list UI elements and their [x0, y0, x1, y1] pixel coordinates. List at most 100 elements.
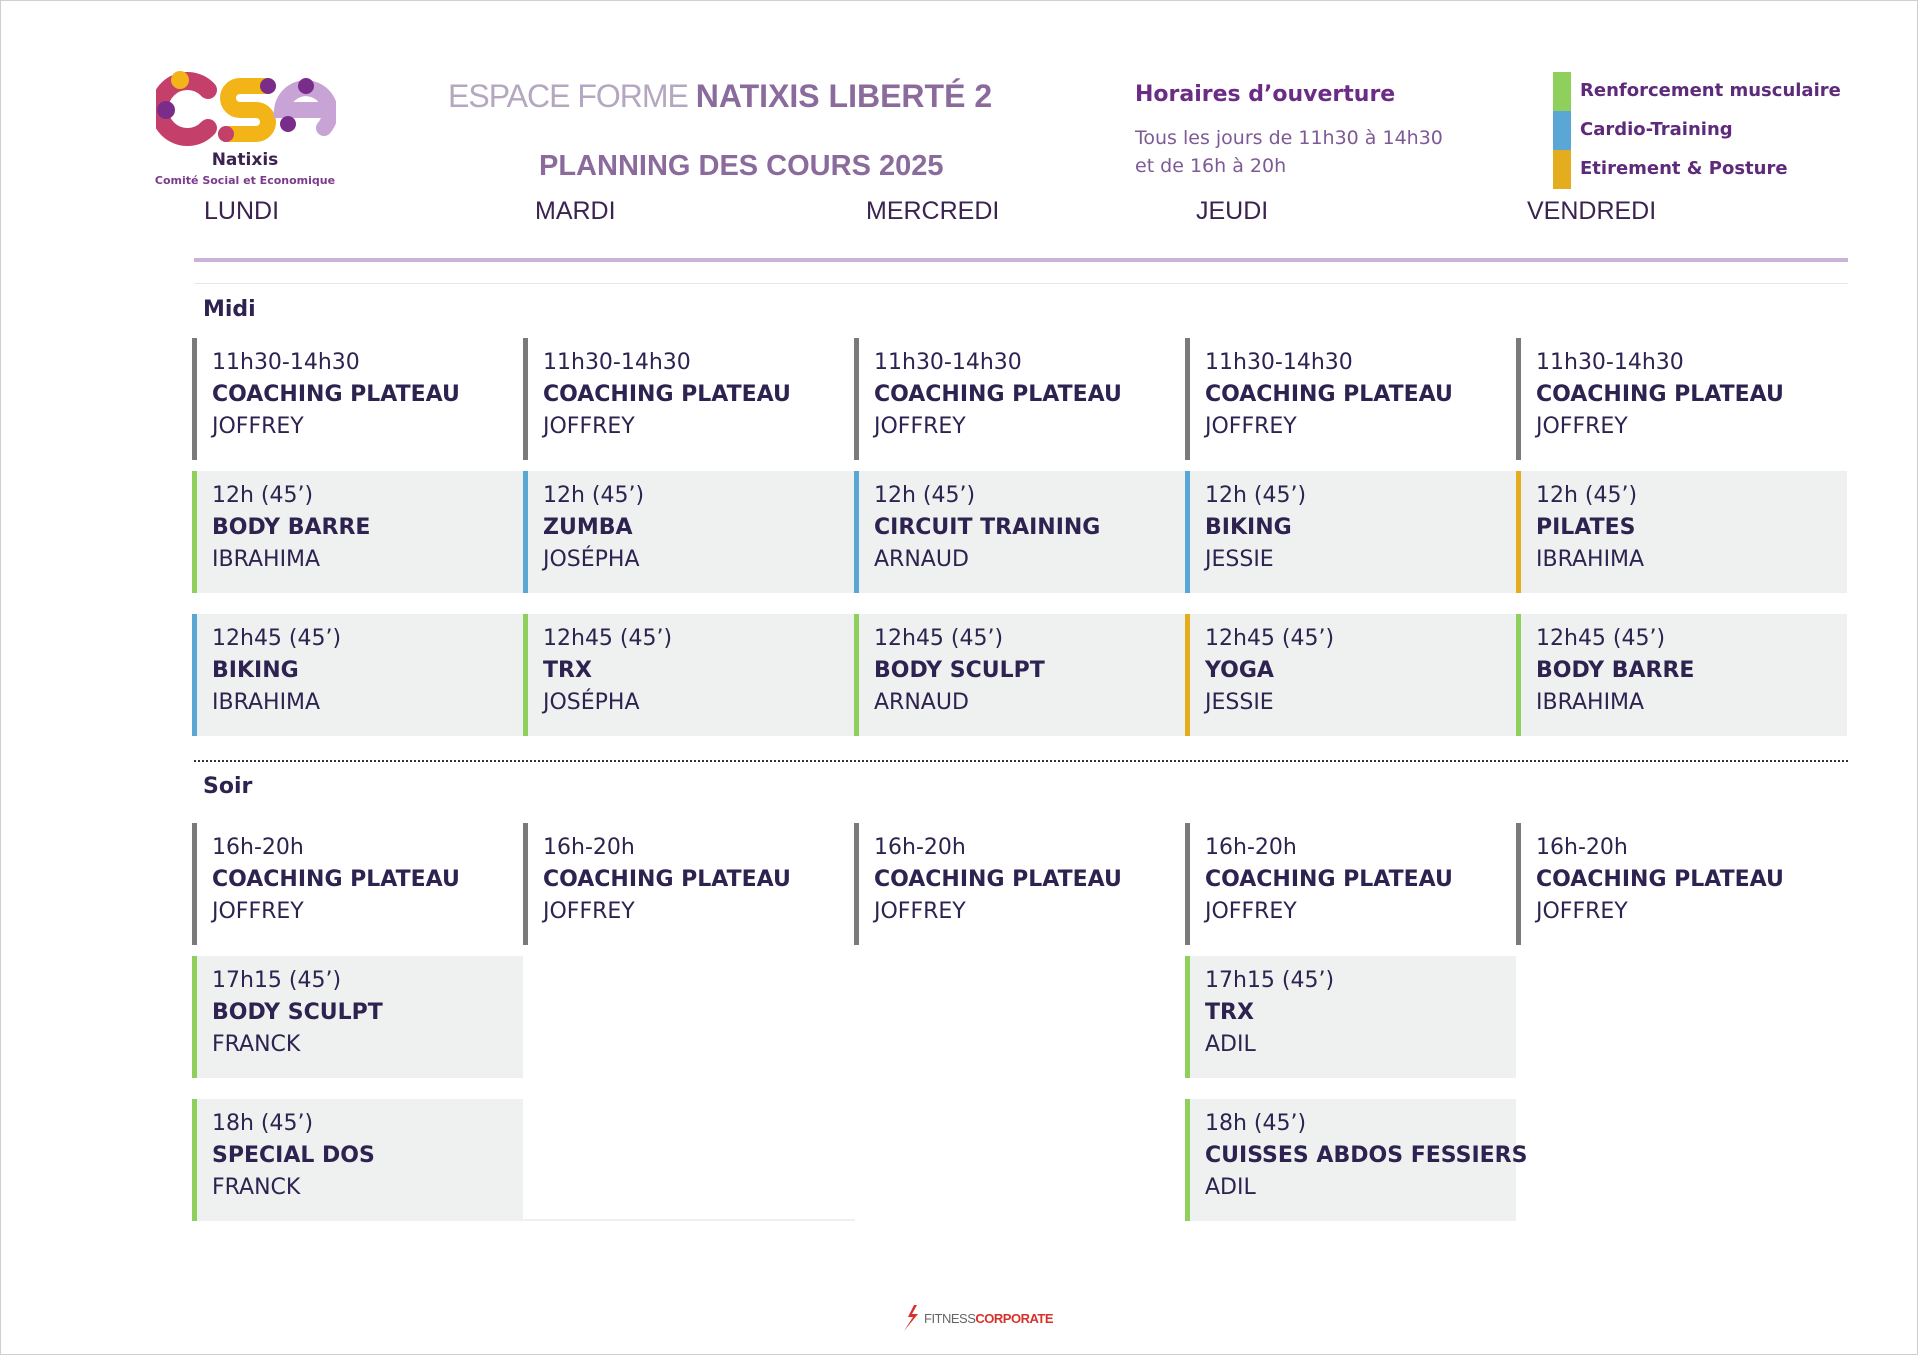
- class-coach: JESSIE: [1205, 547, 1274, 572]
- class-name: COACHING PLATEAU: [543, 867, 791, 892]
- footer-text-part2: CORPORATE: [975, 1311, 1054, 1326]
- class-card: 17h15 (45’) TRX ADIL: [1185, 956, 1516, 1078]
- legend-swatch-blue: [1553, 111, 1571, 150]
- cse-logo: Natixis Comité Social et Economique: [150, 66, 340, 196]
- legend-item-cardio: Cardio-Training: [1553, 111, 1913, 150]
- class-card: 12h45 (45’) TRX JOSÉPHA: [523, 614, 854, 736]
- class-coach: JOFFREY: [543, 414, 635, 439]
- class-coach: ADIL: [1205, 1175, 1256, 1200]
- class-card: 12h (45’) CIRCUIT TRAINING ARNAUD: [854, 471, 1185, 593]
- class-coach: IBRAHIMA: [1536, 547, 1645, 572]
- class-card: 17h15 (45’) BODY SCULPT FRANCK: [192, 956, 523, 1078]
- class-coach: FRANCK: [212, 1175, 301, 1200]
- class-card: 11h30-14h30 COACHING PLATEAU JOFFREY: [1516, 338, 1847, 460]
- section-label-soir: Soir: [203, 774, 253, 799]
- class-coach: JOFFREY: [1205, 899, 1297, 924]
- day-header-lundi: LUNDI: [204, 197, 280, 225]
- class-time: 12h45 (45’): [543, 626, 673, 651]
- class-name: BIKING: [1205, 515, 1292, 540]
- legend-swatch-green: [1553, 72, 1571, 111]
- class-coach: JOFFREY: [1536, 899, 1628, 924]
- class-time: 12h (45’): [1205, 483, 1307, 508]
- class-time: 12h45 (45’): [874, 626, 1004, 651]
- class-card: 12h (45’) BODY BARRE IBRAHIMA: [192, 471, 523, 593]
- class-name: YOGA: [1205, 658, 1274, 683]
- class-time: 16h-20h: [874, 835, 966, 860]
- class-card: 16h-20h COACHING PLATEAU JOFFREY: [1185, 823, 1516, 945]
- class-coach: JOFFREY: [212, 899, 304, 924]
- cse-logo-mark: [156, 71, 336, 146]
- class-card: 12h45 (45’) BODY SCULPT ARNAUD: [854, 614, 1185, 736]
- class-time: 16h-20h: [543, 835, 635, 860]
- class-coach: IBRAHIMA: [212, 690, 321, 715]
- class-card: 12h45 (45’) BODY BARRE IBRAHIMA: [1516, 614, 1847, 736]
- class-card: 12h (45’) BIKING JESSIE: [1185, 471, 1516, 593]
- thin-divider: [194, 283, 1848, 284]
- class-card: 12h45 (45’) YOGA JESSIE: [1185, 614, 1516, 736]
- class-card: 18h (45’) SPECIAL DOS FRANCK: [192, 1099, 523, 1221]
- class-time: 16h-20h: [1536, 835, 1628, 860]
- opening-hours-line-1: Tous les jours de 11h30 à 14h30: [1135, 127, 1443, 149]
- footer-text-part1: FITNESS: [924, 1311, 976, 1326]
- category-legend: Renforcement musculaire Cardio-Training …: [1553, 72, 1913, 189]
- class-time: 17h15 (45’): [1205, 968, 1335, 993]
- legend-label: Cardio-Training: [1580, 119, 1733, 140]
- class-card: 11h30-14h30 COACHING PLATEAU JOFFREY: [1185, 338, 1516, 460]
- class-coach: JOFFREY: [543, 899, 635, 924]
- legend-item-renforcement: Renforcement musculaire: [1553, 72, 1913, 111]
- class-time: 12h (45’): [543, 483, 645, 508]
- class-coach: IBRAHIMA: [212, 547, 321, 572]
- class-name: COACHING PLATEAU: [874, 382, 1122, 407]
- class-coach: ADIL: [1205, 1032, 1256, 1057]
- class-name: BODY SCULPT: [874, 658, 1045, 683]
- class-time: 12h45 (45’): [212, 626, 342, 651]
- legend-item-etirement: Etirement & Posture: [1553, 150, 1913, 189]
- class-card: 16h-20h COACHING PLATEAU JOFFREY: [854, 823, 1185, 945]
- page-subtitle: PLANNING DES COURS 2025: [539, 150, 944, 182]
- class-card: 11h30-14h30 COACHING PLATEAU JOFFREY: [854, 338, 1185, 460]
- class-card: 18h (45’) CUISSES ABDOS FESSIERS ADIL: [1185, 1099, 1527, 1221]
- empty-slot-strip: [523, 1219, 855, 1221]
- class-card: 12h (45’) PILATES IBRAHIMA: [1516, 471, 1847, 593]
- class-time: 12h (45’): [212, 483, 314, 508]
- class-name: CUISSES ABDOS FESSIERS: [1205, 1143, 1528, 1168]
- class-coach: JOFFREY: [212, 414, 304, 439]
- class-time: 11h30-14h30: [1205, 350, 1353, 375]
- class-coach: ARNAUD: [874, 690, 969, 715]
- class-time: 16h-20h: [1205, 835, 1297, 860]
- runner-icon: [904, 1305, 918, 1331]
- class-coach: JOSÉPHA: [543, 690, 640, 715]
- class-name: SPECIAL DOS: [212, 1143, 375, 1168]
- class-coach: IBRAHIMA: [1536, 690, 1645, 715]
- day-header-mardi: MARDI: [535, 197, 616, 225]
- class-name: TRX: [1205, 1000, 1254, 1025]
- class-card: 12h45 (45’) BIKING IBRAHIMA: [192, 614, 523, 736]
- logo-name: Natixis: [211, 150, 279, 170]
- class-coach: JOSÉPHA: [543, 547, 640, 572]
- class-name: COACHING PLATEAU: [1205, 867, 1453, 892]
- class-name: COACHING PLATEAU: [543, 382, 791, 407]
- class-coach: JOFFREY: [1536, 414, 1628, 439]
- class-time: 11h30-14h30: [543, 350, 691, 375]
- class-name: TRX: [543, 658, 592, 683]
- section-divider: [194, 760, 1848, 762]
- class-name: COACHING PLATEAU: [212, 867, 460, 892]
- class-name: CIRCUIT TRAINING: [874, 515, 1101, 540]
- class-time: 12h (45’): [1536, 483, 1638, 508]
- class-name: BODY BARRE: [212, 515, 371, 540]
- class-name: ZUMBA: [543, 515, 633, 540]
- class-time: 17h15 (45’): [212, 968, 342, 993]
- class-time: 16h-20h: [212, 835, 304, 860]
- class-card: 11h30-14h30 COACHING PLATEAU JOFFREY: [523, 338, 854, 460]
- class-time: 18h (45’): [212, 1111, 314, 1136]
- class-coach: ARNAUD: [874, 547, 969, 572]
- class-name: BIKING: [212, 658, 299, 683]
- legend-swatch-orange: [1553, 150, 1571, 189]
- class-time: 18h (45’): [1205, 1111, 1307, 1136]
- class-time: 12h (45’): [874, 483, 976, 508]
- class-card: 11h30-14h30 COACHING PLATEAU JOFFREY: [192, 338, 523, 460]
- class-coach: JOFFREY: [874, 899, 966, 924]
- class-card: 12h (45’) ZUMBA JOSÉPHA: [523, 471, 854, 593]
- page-title-strong: NATIXIS LIBERTÉ 2: [695, 78, 993, 114]
